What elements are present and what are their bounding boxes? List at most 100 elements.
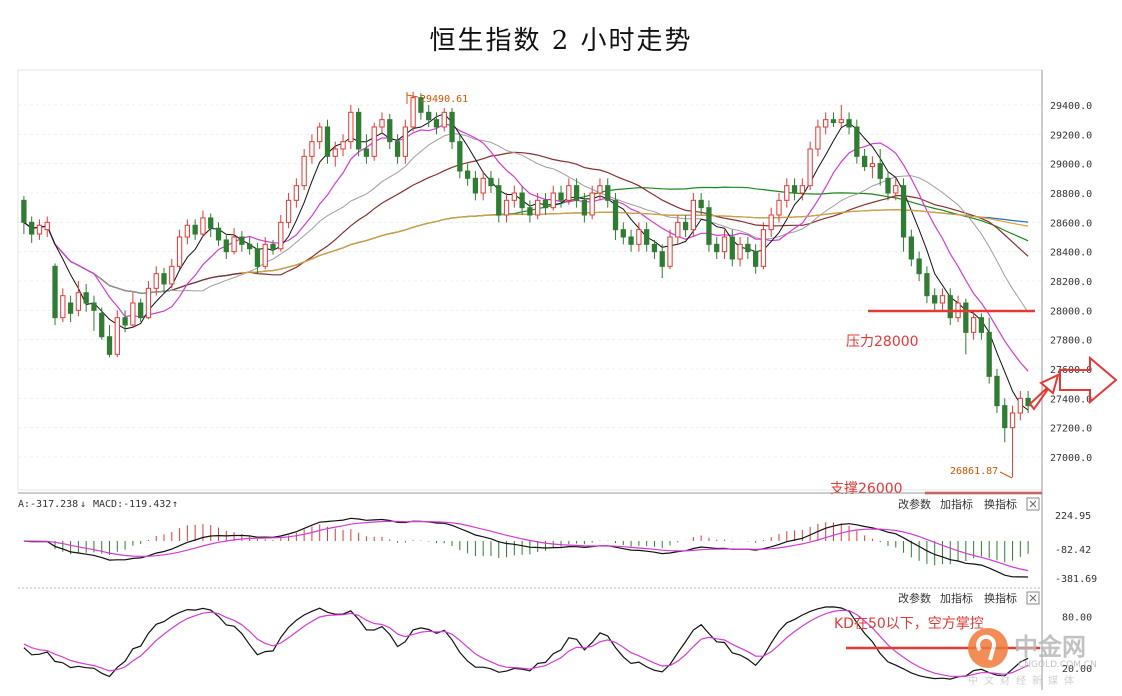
candle-body (542, 199, 549, 209)
candle-body (753, 251, 759, 267)
y-tick-label: 28400.0 (1050, 248, 1092, 259)
candle-body (379, 119, 385, 128)
candle-body (309, 141, 315, 157)
candle-body (21, 199, 27, 223)
candle-body (402, 126, 408, 157)
kd-switch-indicator-button[interactable]: 换指标 (984, 591, 1017, 605)
ma250-line (241, 209, 1029, 274)
candle-body (636, 229, 642, 245)
price-grid (17, 69, 1043, 690)
candle-body (690, 199, 697, 231)
ma5-line (23, 113, 1029, 411)
macd-controls: 改参数 加指标 换指标 (898, 497, 1040, 511)
y-tick-label: 28600.0 (1050, 218, 1092, 229)
candle-body (332, 148, 338, 157)
y-tick-label: 29400.0 (1050, 101, 1092, 112)
candle-body (784, 185, 790, 201)
candle-body (153, 273, 159, 289)
candle-body (558, 192, 564, 201)
candle-body (721, 236, 728, 253)
candle-body (682, 221, 689, 231)
candle-body (877, 163, 883, 179)
candle-body (457, 141, 463, 172)
candle-body (970, 317, 977, 333)
candle-body (184, 224, 191, 238)
candle-body (994, 375, 1000, 407)
ma20-line (23, 133, 1029, 313)
candle-body (838, 119, 844, 124)
candle-body (597, 185, 603, 194)
candle-body (83, 292, 89, 304)
candlesticks (21, 91, 1031, 478)
candle-body (410, 97, 416, 128)
right-arrow-icon (1059, 355, 1118, 405)
candle-body (52, 265, 58, 319)
logo-domain: CNGOLD.COM.CN (1018, 660, 1097, 670)
candle-body (355, 111, 362, 150)
candle-body (99, 312, 105, 338)
kd-d-line (23, 609, 1029, 678)
candle-body (449, 111, 455, 143)
kd-y-tick: 20.00 (1062, 664, 1092, 675)
candle-body (620, 229, 626, 238)
kd-close-icon[interactable] (1026, 591, 1040, 605)
candle-body (908, 236, 914, 260)
candle-body (301, 155, 307, 187)
candle-body (278, 221, 284, 250)
candle-body (963, 302, 969, 333)
candle-body (169, 265, 175, 285)
candle-body (503, 199, 510, 216)
kd-change-params-button[interactable]: 改参数 (898, 591, 931, 605)
candle-body (122, 317, 128, 326)
candle-body (231, 236, 237, 253)
candle-body (566, 185, 572, 201)
y-tick-label: 29000.0 (1050, 160, 1092, 171)
candle-body (815, 126, 821, 150)
macd-up-arrow-icon: ↑ (172, 499, 178, 510)
macd-dif-line (23, 517, 1029, 578)
candle-body (394, 141, 401, 157)
y-tick-label: 27000.0 (1050, 453, 1092, 464)
candle-body (29, 221, 35, 235)
candle-body (581, 199, 588, 216)
y-tick-label: 27200.0 (1050, 424, 1092, 435)
candle-body (106, 336, 113, 355)
macd-value-label: MACD:-119.432 (93, 499, 171, 510)
macd-add-indicator-button[interactable]: 加指标 (940, 497, 973, 511)
candle-body (114, 317, 120, 355)
candle-body (651, 243, 658, 253)
candle-body (511, 192, 517, 201)
macd-switch-indicator-button[interactable]: 换指标 (984, 497, 1017, 511)
candle-body (441, 111, 447, 128)
macd-change-params-button[interactable]: 改参数 (898, 497, 931, 511)
kd-controls: 改参数 加指标 换指标 (898, 591, 1040, 605)
candle-body (387, 119, 393, 143)
candle-body (130, 302, 136, 326)
macd-dea-line (23, 520, 1029, 572)
candle-body (830, 119, 837, 124)
candle-body (706, 207, 712, 245)
candle-body (1002, 405, 1008, 429)
candle-body (869, 163, 876, 168)
candle-body (44, 221, 50, 231)
kd-note: KD在50以下，空方掌控 (834, 616, 984, 632)
candle-body (550, 192, 556, 209)
candle-body (208, 217, 214, 229)
chart-title: 恒生指数 2 小时走势 (429, 26, 693, 56)
candle-body (612, 199, 619, 231)
macd-a-label: A:-317.238 (18, 499, 78, 510)
candle-body (285, 199, 292, 223)
candle-body (472, 177, 479, 194)
macd-close-icon[interactable] (1026, 497, 1040, 511)
kd-y-tick: 80.00 (1062, 613, 1092, 624)
candle-body (270, 243, 276, 250)
candle-body (488, 177, 494, 187)
candle-body (433, 119, 440, 128)
logo-name: 中金网 (1014, 633, 1086, 661)
moving-averages (23, 113, 1029, 411)
kd-add-indicator-button[interactable]: 加指标 (940, 591, 973, 605)
y-tick-label: 28800.0 (1050, 189, 1092, 200)
candle-body (324, 126, 331, 157)
candle-body (932, 295, 938, 304)
candle-body (145, 287, 152, 319)
